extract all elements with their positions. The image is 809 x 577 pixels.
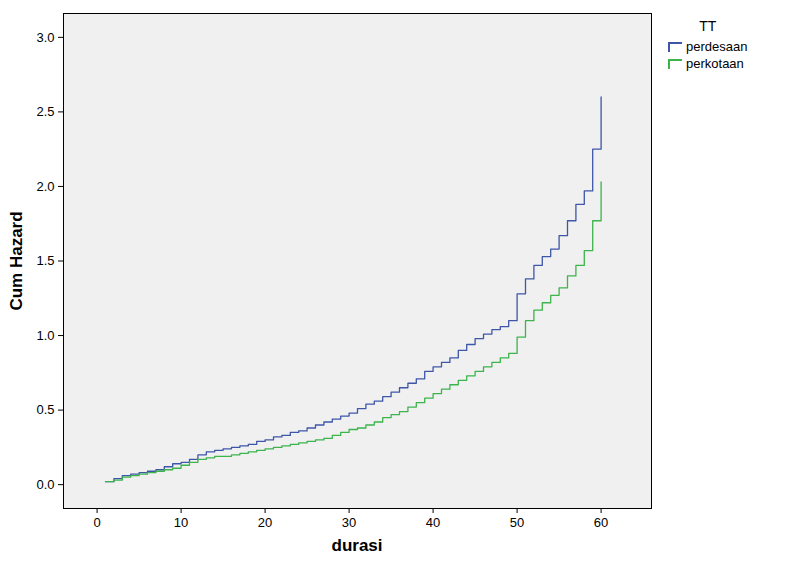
svg-text:0.5: 0.5 [36,402,54,417]
svg-text:0: 0 [93,515,100,530]
svg-text:60: 60 [594,515,608,530]
svg-text:20: 20 [258,515,272,530]
svg-text:3.0: 3.0 [36,30,54,45]
svg-text:2.5: 2.5 [36,104,54,119]
svg-text:1.5: 1.5 [36,253,54,268]
html-text:perkotaan: perkotaan [686,56,744,71]
html-text:TT: TT [699,18,717,34]
svg-text:10: 10 [174,515,188,530]
svg-text:50: 50 [510,515,524,530]
svg-text:40: 40 [426,515,440,530]
html-text:Cum Hazard: Cum Hazard [6,210,26,311]
html-text:perdesaan: perdesaan [686,39,748,54]
svg-text:30: 30 [342,515,356,530]
html-text:durasi: durasi [331,536,383,555]
svg-text:0.0: 0.0 [36,477,54,492]
svg-text:2.0: 2.0 [36,179,54,194]
svg-text:1.0: 1.0 [36,328,54,343]
